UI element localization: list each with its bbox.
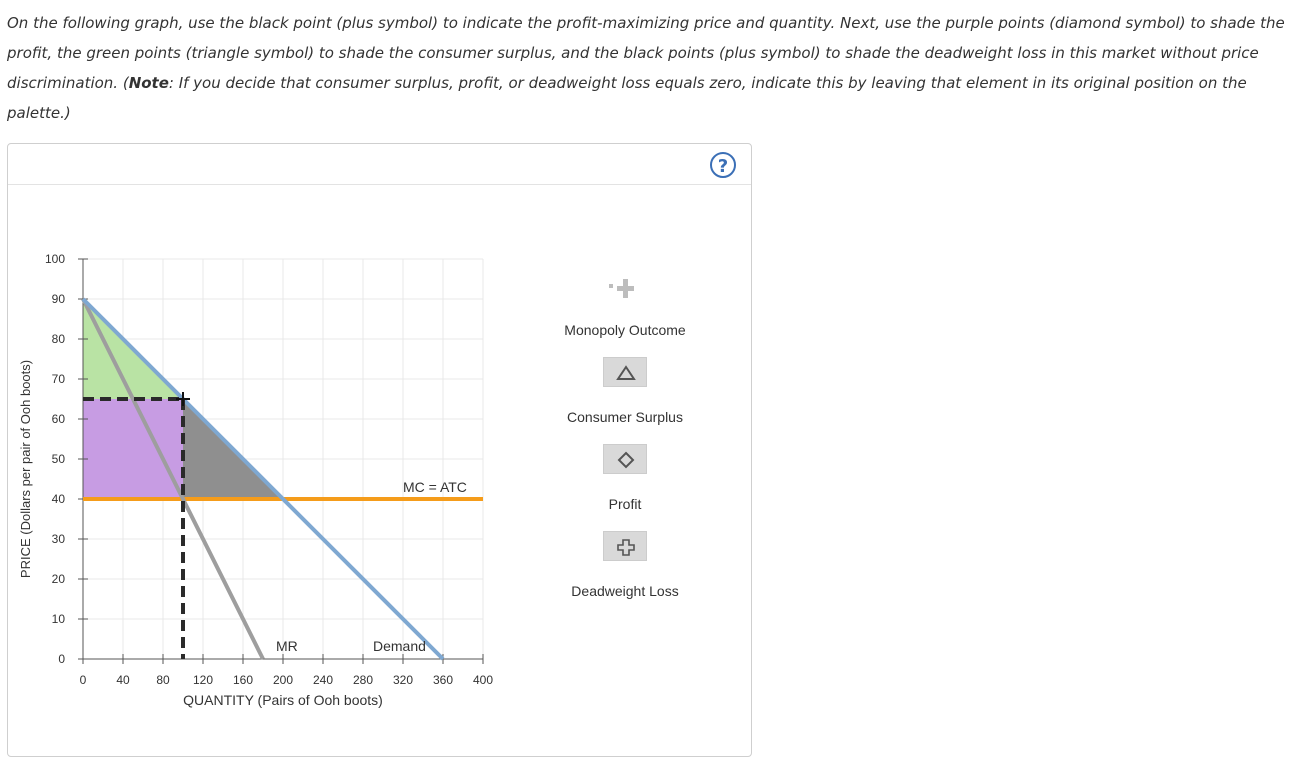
mc-atc-label: MC = ATC [403, 479, 467, 495]
plus-icon [609, 279, 634, 298]
graph-panel: ? 0 10 20 30 40 50 60 70 80 90 100 0 40 80 120 160 200 24… [7, 143, 752, 757]
consumer-surplus-label: Consumer Surplus [567, 409, 683, 425]
x-tick-label-1: 40 [116, 673, 130, 687]
panel-header: ? [8, 144, 751, 185]
x-tick-label-2: 80 [156, 673, 170, 687]
profit-tool[interactable] [603, 444, 647, 474]
grid [83, 258, 484, 659]
monopoly-point[interactable] [176, 392, 190, 406]
x-tick-label-8: 320 [393, 673, 413, 687]
x-tick-label-10: 400 [473, 673, 493, 687]
mr-curve[interactable] [81, 298, 265, 660]
deadweight-loss-tool[interactable] [603, 531, 647, 561]
monopoly-outcome-label: Monopoly Outcome [564, 322, 686, 338]
x-tick-label-7: 280 [353, 673, 373, 687]
y-tick-label-9: 90 [52, 292, 66, 306]
consumer-surplus-tool[interactable] [603, 357, 647, 387]
y-tick-label-1: 10 [52, 612, 66, 626]
triangle-icon [616, 365, 636, 380]
profit-area[interactable] [83, 399, 183, 499]
x-tick-label-0: 0 [80, 673, 87, 687]
demand-curve[interactable] [81, 297, 445, 661]
demand-label: Demand [373, 638, 426, 654]
y-tick-label-7: 70 [52, 372, 66, 386]
y-tick-label-6: 60 [52, 412, 66, 426]
x-tick-label-4: 160 [233, 673, 253, 687]
instructions-part1: On the following graph, use the black po… [7, 14, 1285, 92]
y-tick-label-4: 40 [52, 492, 66, 506]
y-tick-label-5: 50 [52, 452, 66, 466]
chart-labels: MC = ATC MR Demand QUANTITY (Pairs of Oo… [18, 360, 467, 708]
instructions-part2: : If you decide that consumer surplus, p… [7, 74, 1247, 122]
monopoly-guides [83, 397, 185, 659]
deadweight-loss-label: Deadweight Loss [571, 583, 679, 599]
curves [81, 297, 483, 661]
x-tick-label-9: 360 [433, 673, 453, 687]
axes: 0 10 20 30 40 50 60 70 80 90 100 0 40 80 120 160 200 240 2… [45, 252, 493, 687]
y-tick-label-10: 100 [45, 252, 65, 266]
profit-label: Profit [608, 496, 642, 512]
chart-svg: 0 10 20 30 40 50 60 70 80 90 100 0 40 80 120 160 200 240 2… [18, 252, 493, 708]
plus-outline-icon [617, 539, 635, 556]
mr-label: MR [276, 638, 298, 654]
instructions-note: Note [128, 74, 169, 92]
x-axis-title: QUANTITY (Pairs of Ooh boots) [183, 692, 383, 708]
instructions-text: On the following graph, use the black po… [7, 8, 1297, 128]
diamond-icon [617, 451, 635, 469]
y-tick-label-2: 20 [52, 572, 66, 586]
y-tick-label-3: 30 [52, 532, 66, 546]
help-icon[interactable]: ? [710, 152, 736, 178]
monopoly-outcome-tool[interactable] [604, 271, 648, 305]
y-axis-title: PRICE (Dollars per pair of Ooh boots) [18, 360, 33, 578]
x-tick-label-3: 120 [193, 673, 213, 687]
x-tick-label-6: 240 [313, 673, 333, 687]
y-tick-label-8: 80 [52, 332, 66, 346]
x-tick-label-5: 200 [273, 673, 293, 687]
y-tick-label-0: 0 [58, 652, 65, 666]
